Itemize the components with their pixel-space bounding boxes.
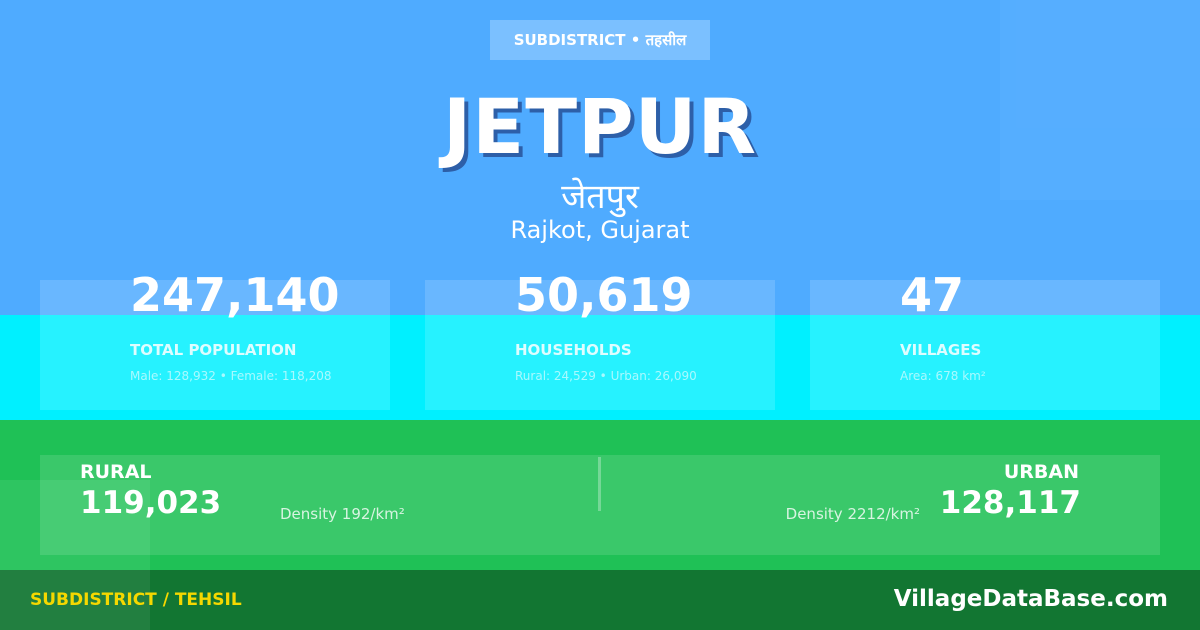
urban-value: 128,117 — [939, 485, 1081, 521]
site-name: VillageDataBase.com — [893, 586, 1168, 612]
urban-label: URBAN — [1003, 461, 1079, 483]
stat-value: 247,140 — [130, 268, 340, 322]
rural-value: 119,023 — [80, 485, 222, 521]
rural-density: Density 192/km² — [280, 505, 405, 523]
stat-detail: Area: 678 km² — [900, 369, 986, 383]
page-title: JETPUR — [443, 82, 757, 171]
stat-value: 50,619 — [515, 268, 693, 322]
stat-detail: Male: 128,932 • Female: 118,208 — [130, 369, 332, 383]
divider — [598, 457, 601, 511]
urban-density: Density 2212/km² — [785, 505, 920, 523]
stat-card-villages: 47 VILLAGES Area: 678 km² — [810, 268, 1160, 410]
category-badge: SUBDISTRICT • तहसील — [490, 20, 710, 60]
decorative-square — [1000, 0, 1200, 200]
decorative-square — [0, 480, 150, 630]
stat-label: TOTAL POPULATION — [130, 341, 297, 359]
stat-detail: Rural: 24,529 • Urban: 26,090 — [515, 369, 697, 383]
header-band — [0, 0, 1200, 315]
footer-category: SUBDISTRICT / TEHSIL — [30, 590, 242, 610]
rural-label: RURAL — [80, 461, 152, 483]
footer-band — [0, 570, 1200, 630]
title-hindi: जेतपुर — [561, 177, 639, 217]
stat-value: 47 — [900, 268, 965, 322]
stat-card-households: 50,619 HOUSEHOLDS Rural: 24,529 • Urban:… — [425, 268, 775, 410]
stat-label: HOUSEHOLDS — [515, 341, 632, 359]
location: Rajkot, Gujarat — [510, 216, 690, 244]
stat-label: VILLAGES — [900, 341, 982, 359]
rural-urban-panel — [40, 455, 1160, 555]
stat-card-population: 247,140 TOTAL POPULATION Male: 128,932 •… — [40, 268, 390, 410]
stats-band — [0, 315, 1200, 420]
rural-urban-band — [0, 420, 1200, 570]
